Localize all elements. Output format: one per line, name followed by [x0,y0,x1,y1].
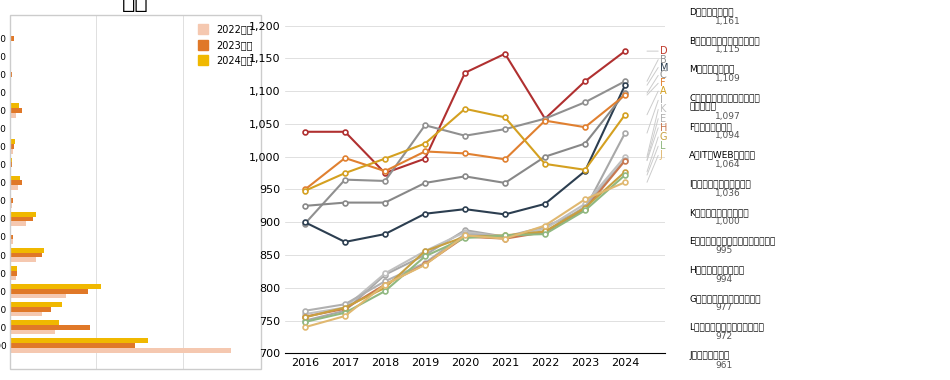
Text: C: C [660,70,667,81]
Text: A：IT・WEB関連職種: A：IT・WEB関連職種 [690,151,756,160]
Bar [10,167,11,172]
Bar [10,276,16,280]
Bar [10,185,18,190]
Bar [10,162,12,167]
Bar [10,348,231,353]
Text: 961: 961 [715,361,732,370]
Text: L: L [660,141,665,151]
Text: J：飲食関連職種: J：飲食関連職種 [690,351,730,360]
Bar [10,320,60,325]
Bar [10,113,16,118]
Bar [10,293,66,298]
Legend: 2022比率, 2023比率, 2024比率: 2022比率, 2023比率, 2024比率 [195,20,256,69]
Text: 関連職種: 関連職種 [690,103,716,112]
Text: K：ドライバー関連職種: K：ドライバー関連職種 [690,208,749,217]
Bar [10,284,101,289]
Text: 994: 994 [715,275,732,283]
Bar [10,108,22,113]
Bar [10,302,62,307]
Text: A: A [660,86,667,96]
Text: 1,064: 1,064 [715,160,741,169]
Text: M：建設関連職種: M：建設関連職種 [690,65,734,74]
Text: 995: 995 [715,246,732,255]
Bar [10,36,14,41]
Text: F：営業関連職種: F：営業関連職種 [690,122,732,131]
Text: 1,094: 1,094 [715,131,741,141]
Text: B: B [660,55,667,65]
Text: 1,161: 1,161 [715,17,741,26]
Bar [10,212,35,217]
Bar [10,176,20,180]
Bar [10,158,11,162]
Text: I: I [660,95,663,105]
Bar [10,253,42,258]
Text: 977: 977 [715,303,732,312]
Text: D: D [660,46,668,56]
Text: 972: 972 [715,332,732,341]
Bar [10,217,33,222]
Text: 1,115: 1,115 [715,46,741,54]
Bar [10,222,26,226]
Bar [10,271,17,276]
Bar [10,72,11,77]
Text: J: J [660,150,663,160]
Text: H: H [660,123,667,133]
Text: 1,000: 1,000 [715,217,741,226]
Text: G: G [660,132,667,142]
Bar [10,312,42,317]
Bar [10,266,17,271]
Bar [10,325,90,329]
Bar [10,144,14,149]
Text: L：現場・技術・作業関連職種: L：現場・技術・作業関連職種 [690,323,764,332]
Text: H：理容美容関連職種: H：理容美容関連職種 [690,265,745,274]
Bar [10,307,50,312]
Text: I：ホテル・観光関連職種: I：ホテル・観光関連職種 [690,179,750,188]
Bar [10,343,135,348]
Bar [10,198,13,203]
Bar [10,103,19,108]
Text: C：医療・福祉・介護・保育: C：医療・福祉・介護・保育 [690,93,760,103]
Bar [10,180,22,185]
Title: 全体: 全体 [122,0,149,12]
Bar [10,203,12,208]
Bar [10,149,13,154]
Text: 1,036: 1,036 [715,189,741,198]
Text: E：事務・オフィスワーク関連職種: E：事務・オフィスワーク関連職種 [690,237,775,246]
Text: E: E [660,114,666,124]
Text: G：販売・サービス関連職種: G：販売・サービス関連職種 [690,294,761,303]
Bar [10,139,14,144]
Bar [10,258,35,262]
Text: M: M [660,63,668,73]
Text: B：コールセンター関連職種: B：コールセンター関連職種 [690,36,760,45]
Text: 1,097: 1,097 [715,112,741,121]
Bar [10,230,11,234]
Bar [10,248,45,253]
Text: K: K [660,105,666,114]
Text: D：教育関連職種: D：教育関連職種 [690,8,733,16]
Text: F: F [660,78,665,88]
Bar [10,234,12,239]
Bar [10,329,55,334]
Bar [10,239,12,244]
Bar [10,338,148,343]
Bar [10,67,11,72]
Text: 1,109: 1,109 [715,74,741,83]
Bar [10,289,87,293]
